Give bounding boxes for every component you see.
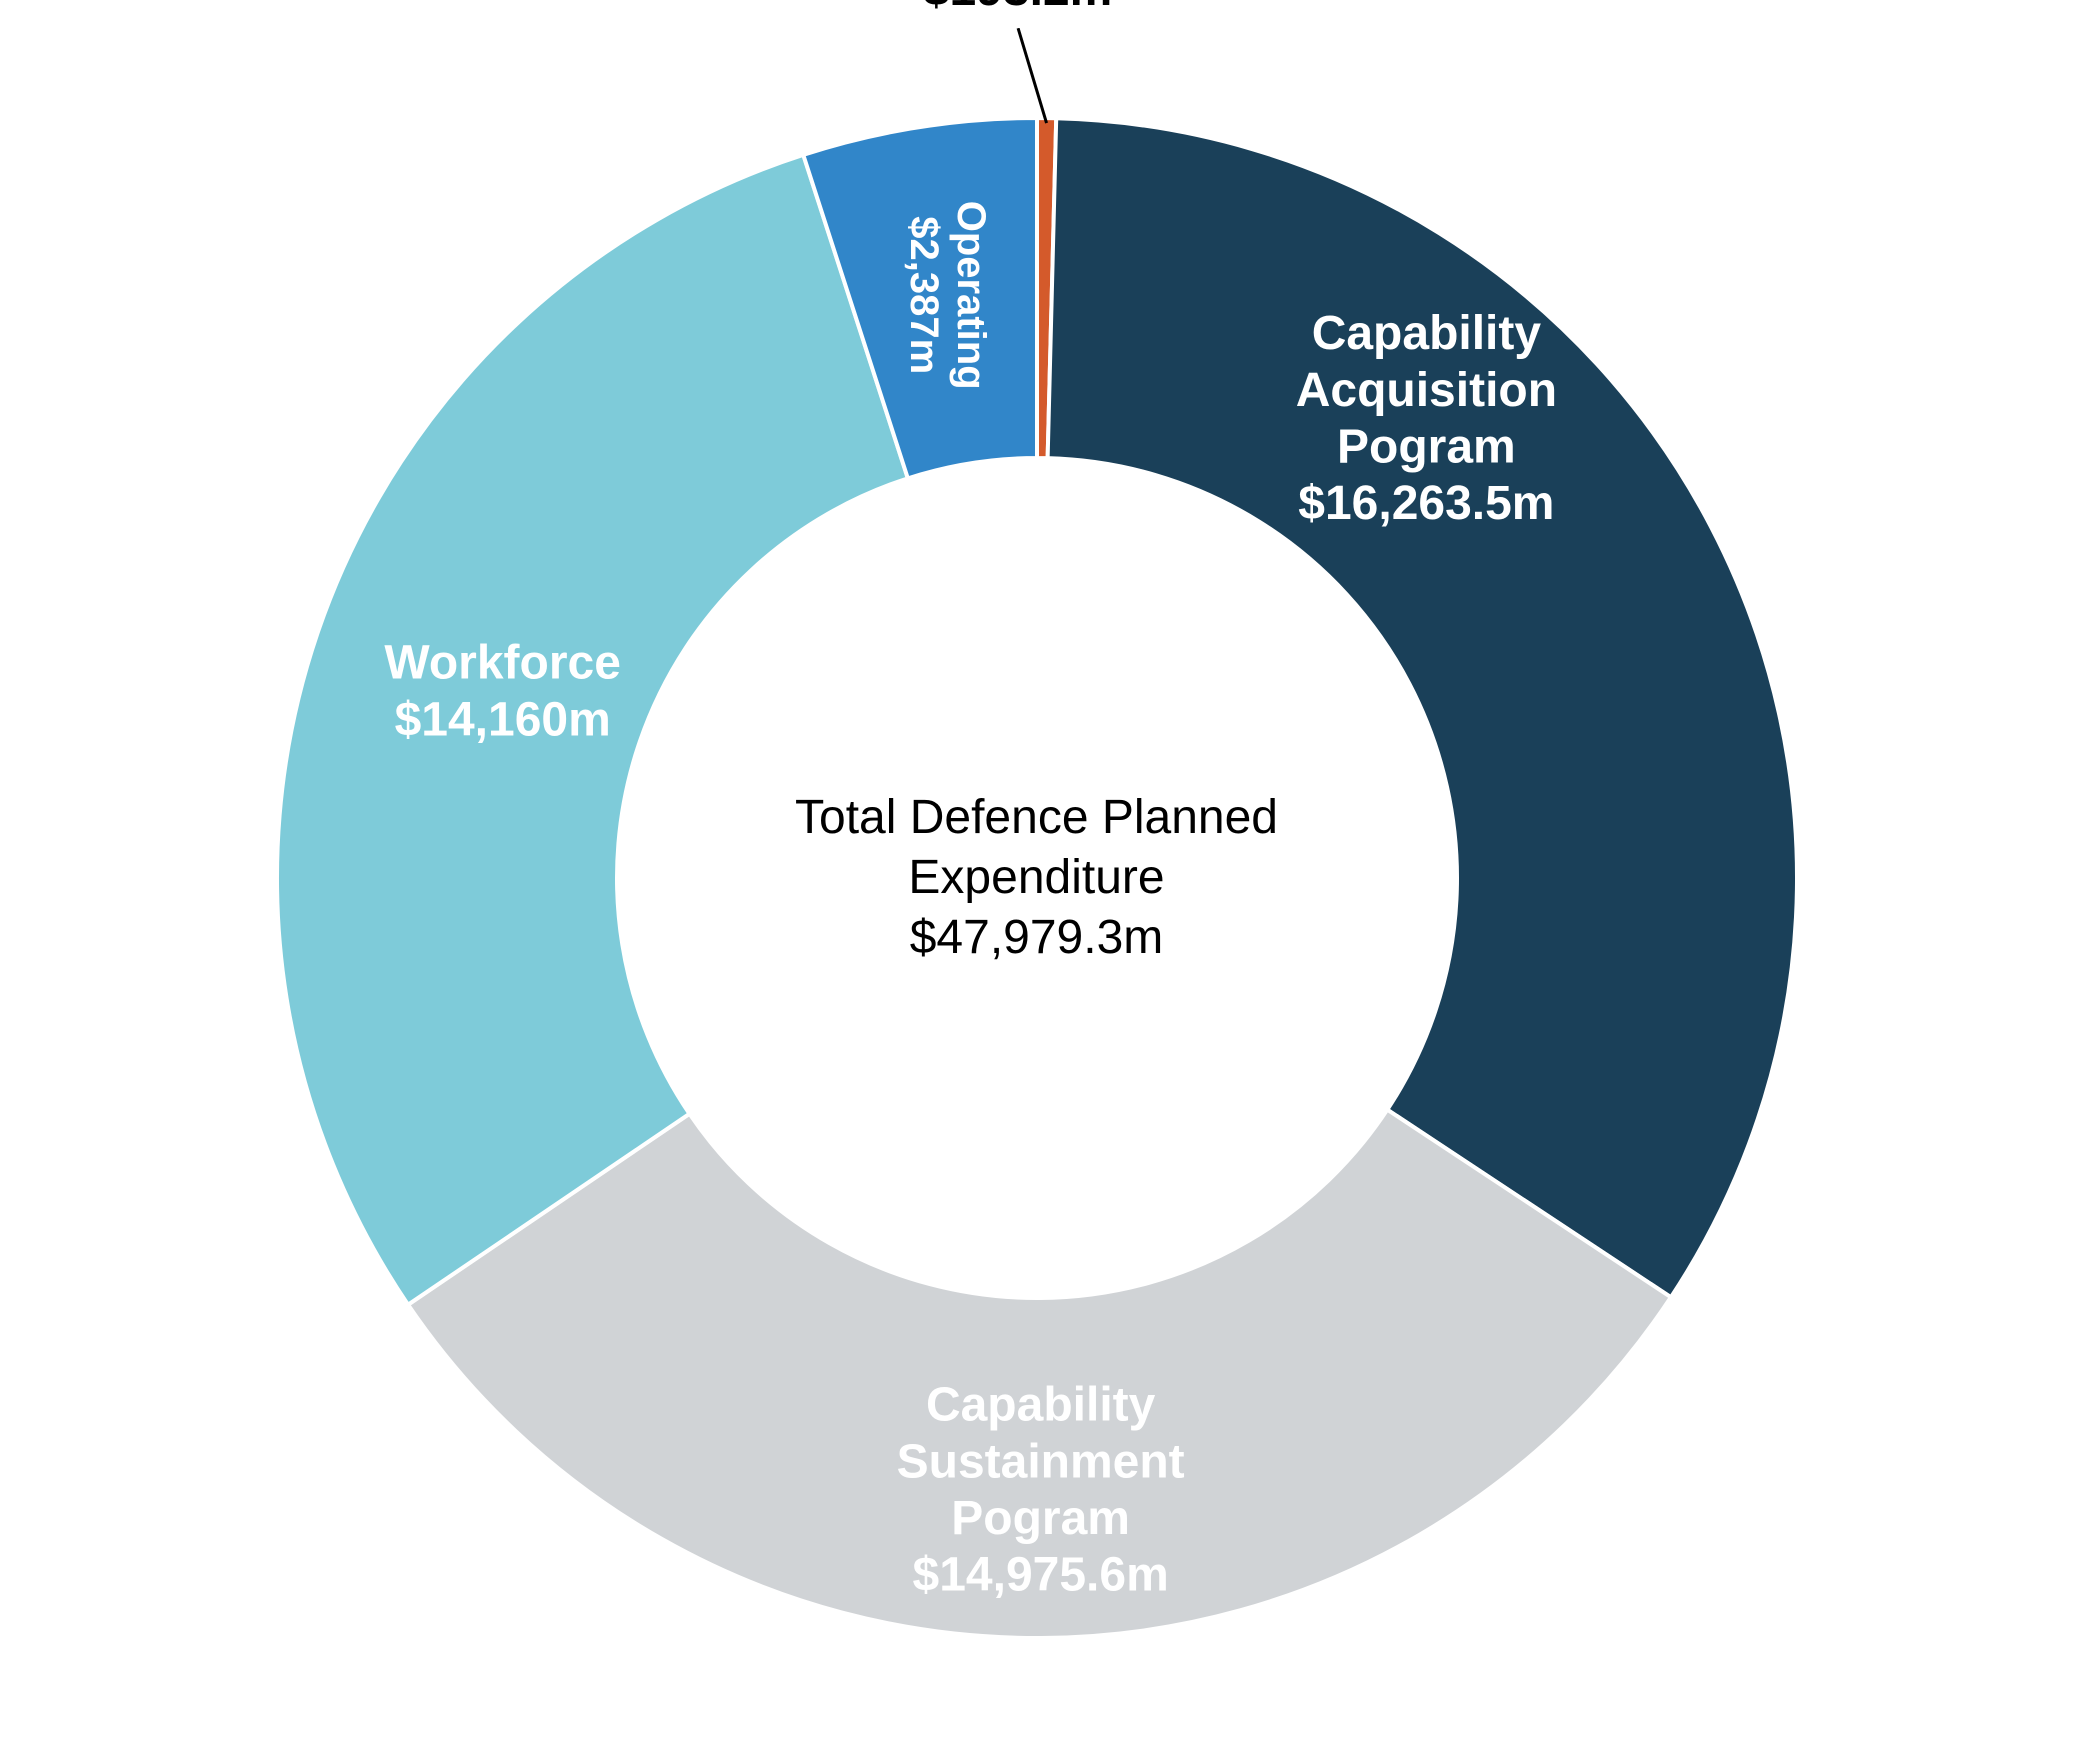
svg-text:Operating: Operating: [949, 200, 993, 389]
donut-chart-container: CapabilityAcquisitionPogram$16,263.5mCap…: [187, 28, 1887, 1728]
operations-callout-label: Operations $193.2m: [891, 0, 1144, 17]
operations-leader-line: [1018, 28, 1046, 123]
callout-line2: $193.2m: [891, 0, 1144, 17]
center-label: Total Defence Planned Expenditure $47,97…: [795, 788, 1278, 968]
svg-text:$14,975.6m: $14,975.6m: [912, 1548, 1168, 1601]
center-label-line1: Total Defence Planned: [795, 788, 1278, 848]
svg-text:Workforce: Workforce: [384, 636, 621, 689]
svg-text:Sustainment: Sustainment: [896, 1435, 1184, 1488]
svg-text:Pogram: Pogram: [1337, 420, 1516, 473]
svg-text:$2,387m: $2,387m: [901, 216, 945, 374]
svg-text:Capability: Capability: [1311, 307, 1541, 360]
slice-capability-acquisition-pogram: [1047, 118, 1796, 1297]
svg-text:$14,160m: $14,160m: [394, 693, 610, 746]
svg-text:Pogram: Pogram: [951, 1491, 1130, 1544]
center-label-line3: $47,979.3m: [795, 908, 1278, 968]
svg-text:Acquisition: Acquisition: [1295, 363, 1556, 416]
center-label-line2: Expenditure: [795, 848, 1278, 908]
svg-text:Capability: Capability: [925, 1378, 1155, 1431]
svg-text:$16,263.5m: $16,263.5m: [1298, 477, 1554, 530]
